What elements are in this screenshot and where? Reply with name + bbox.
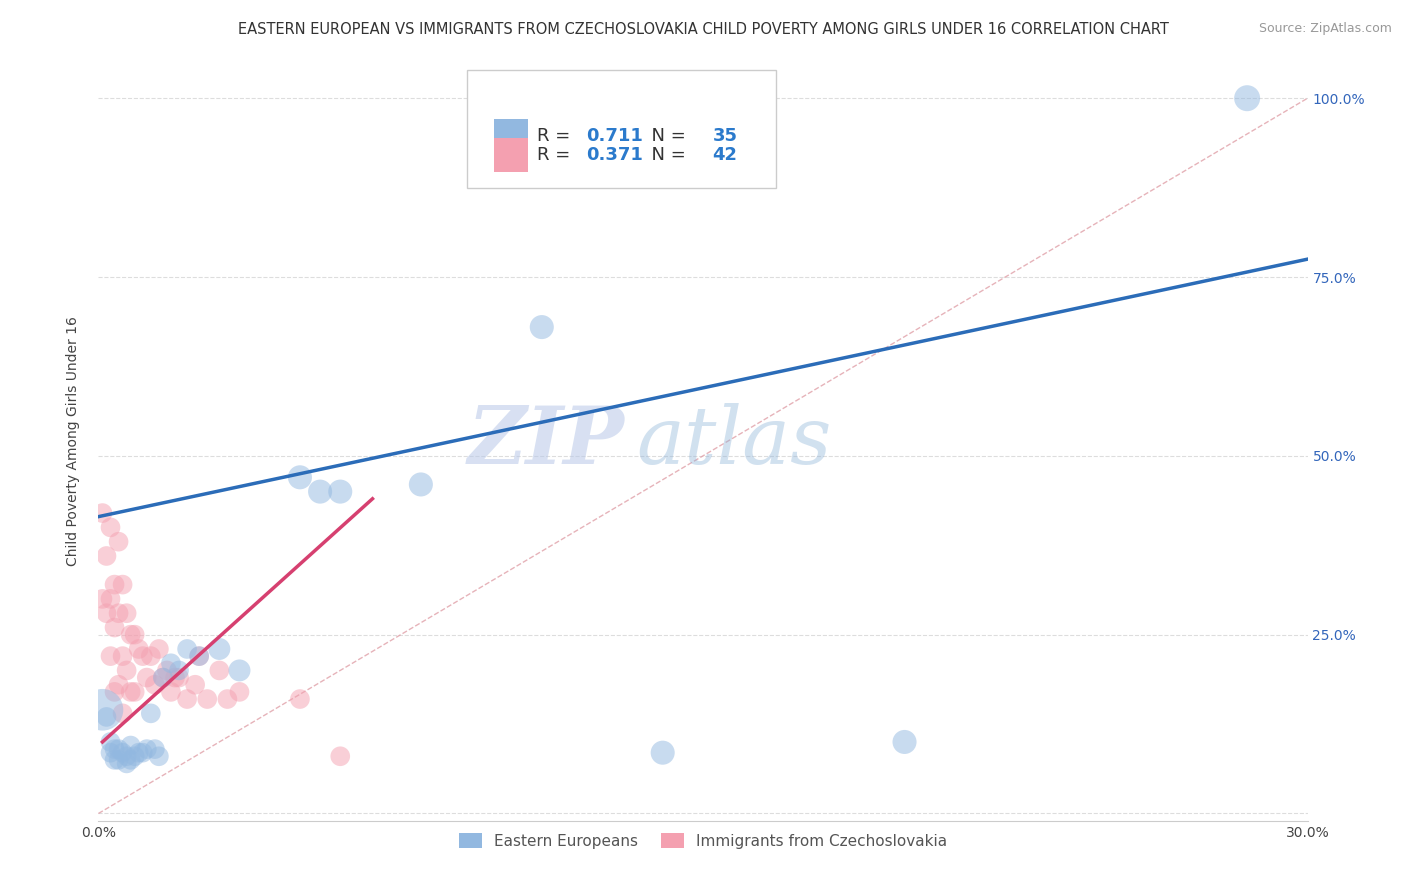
Point	[100, 746, 122, 760]
Point	[91, 591, 114, 606]
Point	[143, 678, 166, 692]
Point	[103, 685, 125, 699]
Point	[1236, 91, 1258, 105]
Point	[103, 753, 125, 767]
Point	[409, 477, 432, 491]
Point	[176, 692, 198, 706]
Point	[124, 628, 146, 642]
Point	[217, 692, 239, 706]
Point	[96, 549, 118, 563]
Point	[111, 577, 134, 591]
Point	[103, 742, 125, 756]
Point	[530, 320, 553, 334]
Point	[91, 506, 114, 520]
Point	[115, 749, 138, 764]
Point	[156, 664, 179, 678]
Point	[111, 746, 134, 760]
Point	[228, 685, 250, 699]
Point	[139, 706, 162, 721]
Point	[111, 706, 134, 721]
Point	[107, 678, 129, 692]
Text: Source: ZipAtlas.com: Source: ZipAtlas.com	[1258, 22, 1392, 36]
Point	[115, 664, 138, 678]
Point	[107, 606, 129, 620]
Point	[107, 753, 129, 767]
Point	[160, 657, 183, 671]
Text: N =: N =	[640, 146, 692, 164]
Point	[188, 649, 211, 664]
Point	[135, 671, 157, 685]
Text: ZIP: ZIP	[468, 403, 624, 480]
Text: 0.371: 0.371	[586, 146, 643, 164]
Point	[124, 685, 146, 699]
Text: N =: N =	[640, 128, 692, 145]
Point	[163, 671, 186, 685]
Point	[115, 756, 138, 771]
Point	[128, 746, 150, 760]
Point	[208, 664, 231, 678]
Text: atlas: atlas	[637, 403, 832, 480]
Text: 0.711: 0.711	[586, 128, 643, 145]
Point	[208, 642, 231, 657]
Y-axis label: Child Poverty Among Girls Under 16: Child Poverty Among Girls Under 16	[66, 317, 80, 566]
Point	[100, 735, 122, 749]
Point	[120, 739, 142, 753]
Point	[100, 591, 122, 606]
Point	[148, 749, 170, 764]
Point	[167, 671, 190, 685]
Point	[107, 742, 129, 756]
Point	[893, 735, 915, 749]
Point	[167, 664, 190, 678]
Point	[176, 642, 198, 657]
Point	[148, 642, 170, 657]
Point	[195, 692, 218, 706]
Point	[107, 534, 129, 549]
Text: 35: 35	[713, 128, 738, 145]
Point	[115, 606, 138, 620]
Point	[120, 753, 142, 767]
Point	[651, 746, 673, 760]
Text: R =: R =	[537, 128, 576, 145]
Point	[91, 703, 114, 717]
Point	[100, 649, 122, 664]
Text: EASTERN EUROPEAN VS IMMIGRANTS FROM CZECHOSLOVAKIA CHILD POVERTY AMONG GIRLS UND: EASTERN EUROPEAN VS IMMIGRANTS FROM CZEC…	[238, 22, 1168, 37]
Point	[111, 649, 134, 664]
Point	[103, 577, 125, 591]
Point	[288, 692, 311, 706]
Point	[135, 742, 157, 756]
Text: 42: 42	[713, 146, 738, 164]
FancyBboxPatch shape	[494, 120, 527, 153]
Point	[132, 649, 155, 664]
Point	[120, 685, 142, 699]
Point	[96, 710, 118, 724]
Point	[228, 664, 250, 678]
Point	[184, 678, 207, 692]
FancyBboxPatch shape	[494, 138, 527, 172]
Point	[100, 520, 122, 534]
Point	[128, 642, 150, 657]
Point	[124, 749, 146, 764]
Point	[329, 749, 352, 764]
Point	[143, 742, 166, 756]
Point	[288, 470, 311, 484]
Text: R =: R =	[537, 146, 576, 164]
Point	[152, 671, 174, 685]
FancyBboxPatch shape	[467, 70, 776, 187]
Point	[120, 628, 142, 642]
Point	[152, 671, 174, 685]
Point	[96, 606, 118, 620]
Point	[132, 746, 155, 760]
Point	[188, 649, 211, 664]
Point	[160, 685, 183, 699]
Point	[329, 484, 352, 499]
Point	[309, 484, 332, 499]
Point	[139, 649, 162, 664]
Legend: Eastern Europeans, Immigrants from Czechoslovakia: Eastern Europeans, Immigrants from Czech…	[453, 827, 953, 855]
Point	[103, 620, 125, 634]
